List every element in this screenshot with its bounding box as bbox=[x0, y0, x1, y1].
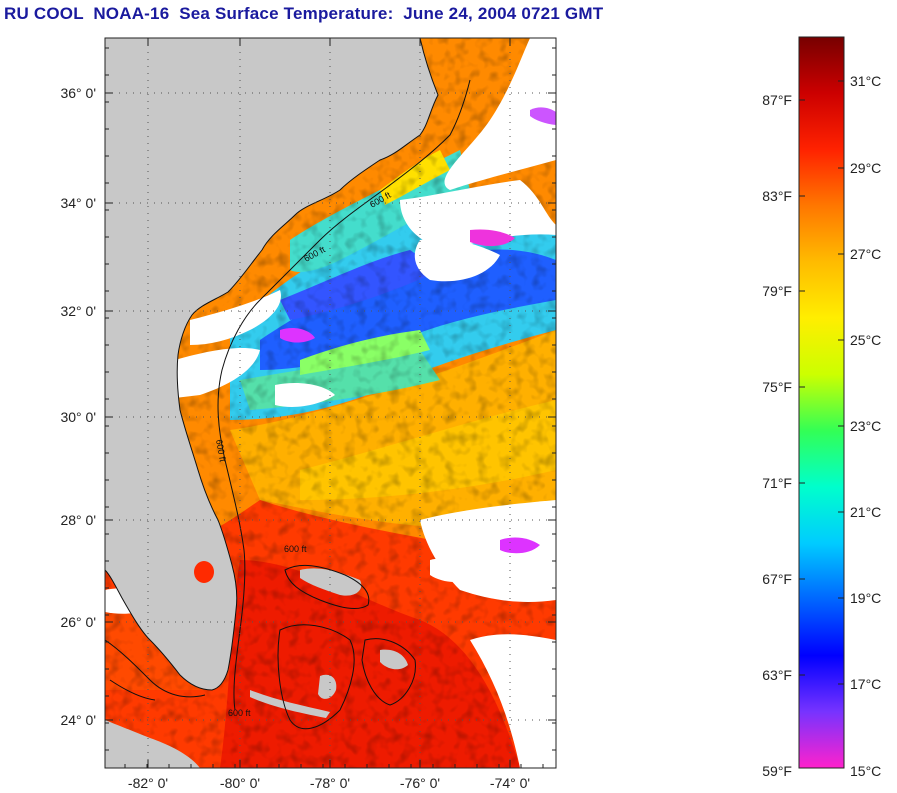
fahrenheit-label: 87°F bbox=[762, 92, 792, 108]
celsius-label: 29°C bbox=[850, 160, 881, 176]
celsius-label: 31°C bbox=[850, 73, 881, 89]
celsius-label: 17°C bbox=[850, 676, 881, 692]
celsius-label: 19°C bbox=[850, 590, 881, 606]
isobath-label: 600 ft bbox=[284, 544, 307, 554]
temperature-colorbar: 87°F 83°F 79°F 75°F 71°F 67°F 63°F 59°F 31°C 29°C… bbox=[762, 36, 881, 779]
fahrenheit-label: 83°F bbox=[762, 188, 792, 204]
fahrenheit-label: 79°F bbox=[762, 283, 792, 299]
latitude-label: 36° 0' bbox=[60, 85, 96, 101]
celsius-label: 15°C bbox=[850, 763, 881, 779]
longitude-label: -78° 0' bbox=[310, 775, 350, 791]
isobath-label: 600 ft bbox=[228, 708, 251, 718]
fahrenheit-label: 67°F bbox=[762, 571, 792, 587]
fahrenheit-label: 63°F bbox=[762, 667, 792, 683]
longitude-label: -76° 0' bbox=[400, 775, 440, 791]
longitude-label: -74° 0' bbox=[490, 775, 530, 791]
latitude-label: 30° 0' bbox=[60, 409, 96, 425]
latitude-label: 34° 0' bbox=[60, 195, 96, 211]
fahrenheit-label: 75°F bbox=[762, 379, 792, 395]
fahrenheit-label: 59°F bbox=[762, 763, 792, 779]
land-mass bbox=[105, 38, 438, 690]
page-title: RU COOL NOAA-16 Sea Surface Temperature:… bbox=[4, 4, 604, 23]
celsius-label: 27°C bbox=[850, 246, 881, 262]
celsius-label: 21°C bbox=[850, 504, 881, 520]
longitude-label: -82° 0' bbox=[128, 775, 168, 791]
latitude-label: 32° 0' bbox=[60, 303, 96, 319]
latitude-label: 24° 0' bbox=[60, 712, 96, 728]
celsius-label: 25°C bbox=[850, 332, 881, 348]
celsius-label: 23°C bbox=[850, 418, 881, 434]
fahrenheit-label: 71°F bbox=[762, 475, 792, 491]
latitude-label: 28° 0' bbox=[60, 512, 96, 528]
sst-map: 600 ft 600 ft 600 ft 600 ft 600 ft 36° 0… bbox=[60, 37, 557, 791]
latitude-label: 26° 0' bbox=[60, 614, 96, 630]
isobath-label: 600 ft bbox=[214, 439, 228, 463]
longitude-label: -80° 0' bbox=[220, 775, 260, 791]
